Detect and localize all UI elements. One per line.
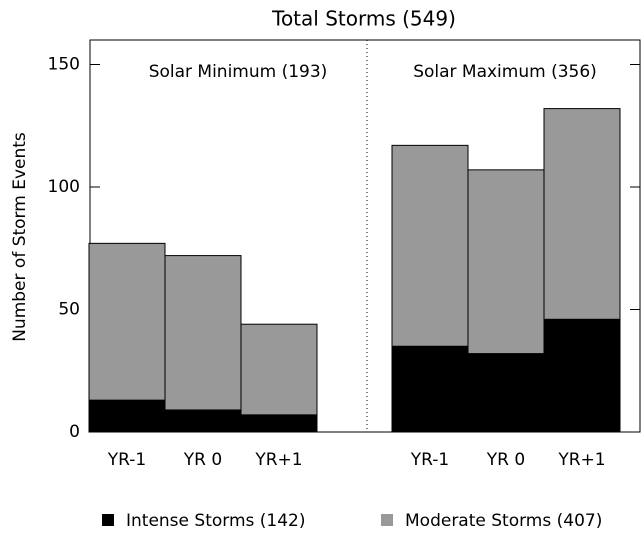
legend-label: Intense Storms (142) [126, 511, 306, 531]
plot-frame [89, 39, 641, 433]
x-tick-label: YR 0 [486, 450, 525, 470]
legend-swatch [102, 514, 114, 526]
y-tick-label: 100 [48, 177, 80, 197]
bar-segment [467, 169, 545, 355]
x-tick-label: YR-1 [410, 450, 449, 470]
bar-segment [391, 144, 469, 347]
bar-segment [88, 399, 166, 433]
chart-title: Total Storms (549) [271, 7, 456, 31]
bar-segment [88, 242, 166, 401]
bar-segment [240, 323, 318, 416]
group-label: Solar Maximum (356) [413, 62, 597, 82]
bar-segment [543, 108, 621, 320]
bar-segment [164, 409, 242, 433]
x-tick-label: YR+1 [254, 450, 302, 470]
y-tick-label: 0 [69, 422, 80, 442]
bar-segment [164, 255, 242, 411]
bar-segment [391, 345, 469, 433]
x-tick-label: YR 0 [183, 450, 222, 470]
legend-swatch [381, 514, 393, 526]
x-tick-label: YR-1 [107, 450, 146, 470]
y-tick-label: 50 [58, 300, 80, 320]
y-axis-label: Number of Storm Events [10, 132, 30, 342]
x-tick-label: YR+1 [557, 450, 605, 470]
bar-segment [467, 353, 545, 433]
group-label: Solar Minimum (193) [149, 62, 328, 82]
bar-segment [543, 318, 621, 433]
bar-segment [240, 414, 318, 433]
y-tick-label: 150 [48, 55, 80, 75]
legend-label: Moderate Storms (407) [405, 511, 602, 531]
